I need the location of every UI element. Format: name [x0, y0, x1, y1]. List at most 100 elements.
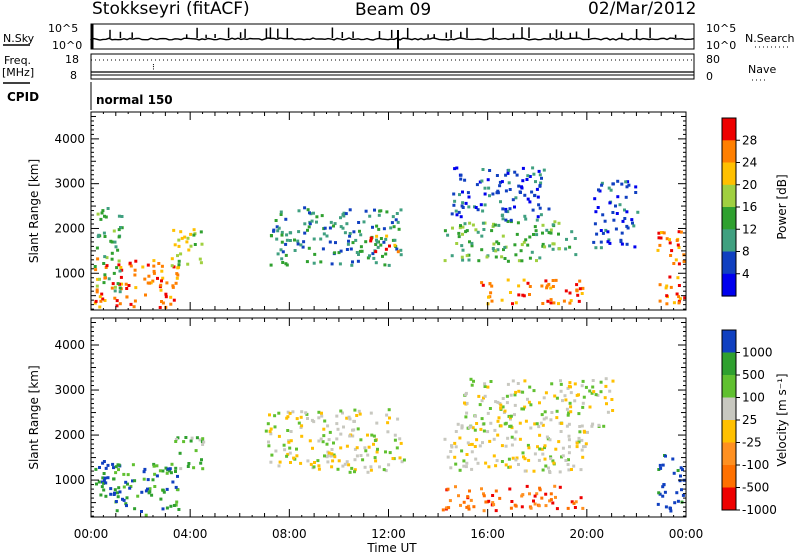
velocity-cell	[482, 509, 486, 513]
velocity-cell	[140, 490, 144, 494]
nave-tick-low: 0	[706, 70, 713, 83]
velocity-cell	[505, 394, 509, 398]
velocity-cell	[131, 479, 134, 483]
velocity-cell	[537, 425, 541, 429]
power-cell	[94, 268, 98, 272]
velocity-cell	[558, 470, 562, 474]
velocity-cell	[499, 406, 503, 410]
velocity-cell	[540, 496, 544, 500]
power-cell	[668, 241, 672, 245]
velocity-cell	[672, 471, 676, 475]
nsky-tick-low: 10^0	[52, 39, 82, 52]
power-cell	[395, 247, 399, 251]
nsky-line	[90, 37, 695, 41]
velocity-cell	[513, 393, 517, 397]
power-cell	[454, 209, 458, 213]
velocity-cell	[496, 433, 500, 437]
velocity-cell	[532, 389, 536, 393]
velocity-cell	[611, 409, 615, 412]
power-cell	[595, 232, 599, 236]
velocity-cell	[480, 417, 484, 421]
power-cell	[553, 220, 557, 224]
power-cell	[105, 256, 109, 260]
velocity-cell	[336, 467, 340, 471]
power-y-tick-label: 3000	[54, 177, 85, 191]
velocity-cell	[468, 489, 471, 493]
velocity-cell	[657, 468, 661, 471]
velocity-cell	[151, 478, 155, 482]
velocity-cell	[109, 492, 113, 496]
velocity-cell	[572, 501, 576, 505]
velocity-cell	[551, 501, 555, 505]
velocity-colorbar-swatch	[722, 487, 736, 511]
power-cell	[172, 298, 176, 302]
power-cell	[496, 248, 500, 252]
velocity-cell	[465, 401, 469, 405]
power-cell	[117, 228, 121, 232]
velocity-cell	[520, 505, 524, 509]
power-cell	[541, 231, 544, 235]
power-cell	[511, 302, 514, 306]
velocity-cell	[573, 506, 577, 509]
velocity-cell	[126, 482, 129, 486]
x-axis-label: Time UT	[366, 541, 417, 554]
velocity-cell	[579, 468, 583, 472]
velocity-cell	[152, 462, 156, 466]
velocity-cell	[353, 468, 357, 472]
power-cell	[129, 264, 133, 268]
velocity-cell	[676, 499, 680, 503]
power-cell	[120, 215, 124, 218]
power-cell	[392, 225, 396, 229]
velocity-cell	[366, 453, 370, 457]
power-cell	[374, 243, 378, 246]
power-cell	[455, 166, 459, 170]
velocity-cell	[657, 491, 661, 495]
nsky-label: N.Sky	[3, 32, 35, 45]
power-cell	[531, 208, 535, 212]
velocity-cell	[114, 471, 118, 475]
velocity-cell	[113, 488, 117, 492]
velocity-cell	[124, 502, 128, 506]
velocity-cell	[537, 458, 541, 462]
power-cell	[176, 266, 180, 270]
velocity-cell	[661, 463, 665, 467]
power-cell	[110, 251, 114, 255]
velocity-cell	[179, 467, 183, 471]
velocity-cell	[269, 427, 273, 431]
velocity-cell	[109, 487, 113, 491]
power-cell	[658, 283, 662, 287]
power-cell	[474, 228, 478, 232]
x-tick-label: 04:00	[173, 527, 208, 541]
velocity-cell	[569, 385, 572, 389]
power-cell	[490, 229, 494, 233]
velocity-cell	[548, 469, 551, 473]
velocity-cell	[102, 472, 106, 475]
velocity-cell	[304, 411, 308, 415]
velocity-cell	[269, 460, 273, 464]
velocity-cell	[583, 445, 587, 448]
power-cell	[488, 194, 491, 198]
velocity-colorbar-tick-label: 25	[742, 413, 757, 427]
power-cell	[508, 188, 512, 191]
velocity-cell	[478, 403, 482, 407]
power-cell	[297, 230, 301, 234]
velocity-cell	[568, 401, 572, 405]
power-colorbar-tick-label: 4	[742, 267, 750, 281]
velocity-cell	[398, 437, 402, 441]
power-y-axis-label: Slant Range [km]	[27, 159, 41, 263]
power-cell	[453, 167, 457, 171]
power-cell	[463, 222, 467, 226]
velocity-cell	[469, 498, 473, 502]
velocity-cell	[150, 493, 154, 497]
velocity-cell	[507, 457, 511, 461]
velocity-cell	[523, 405, 527, 409]
nsky-tick-high: 10^5	[48, 22, 78, 35]
velocity-cell	[122, 498, 126, 502]
power-cell	[492, 242, 496, 246]
velocity-cell	[270, 453, 274, 457]
velocity-y-tick-label: 1000	[54, 473, 85, 487]
velocity-cell	[168, 469, 172, 473]
velocity-cell	[465, 461, 469, 465]
velocity-cell	[363, 446, 367, 450]
power-cell	[486, 178, 490, 182]
